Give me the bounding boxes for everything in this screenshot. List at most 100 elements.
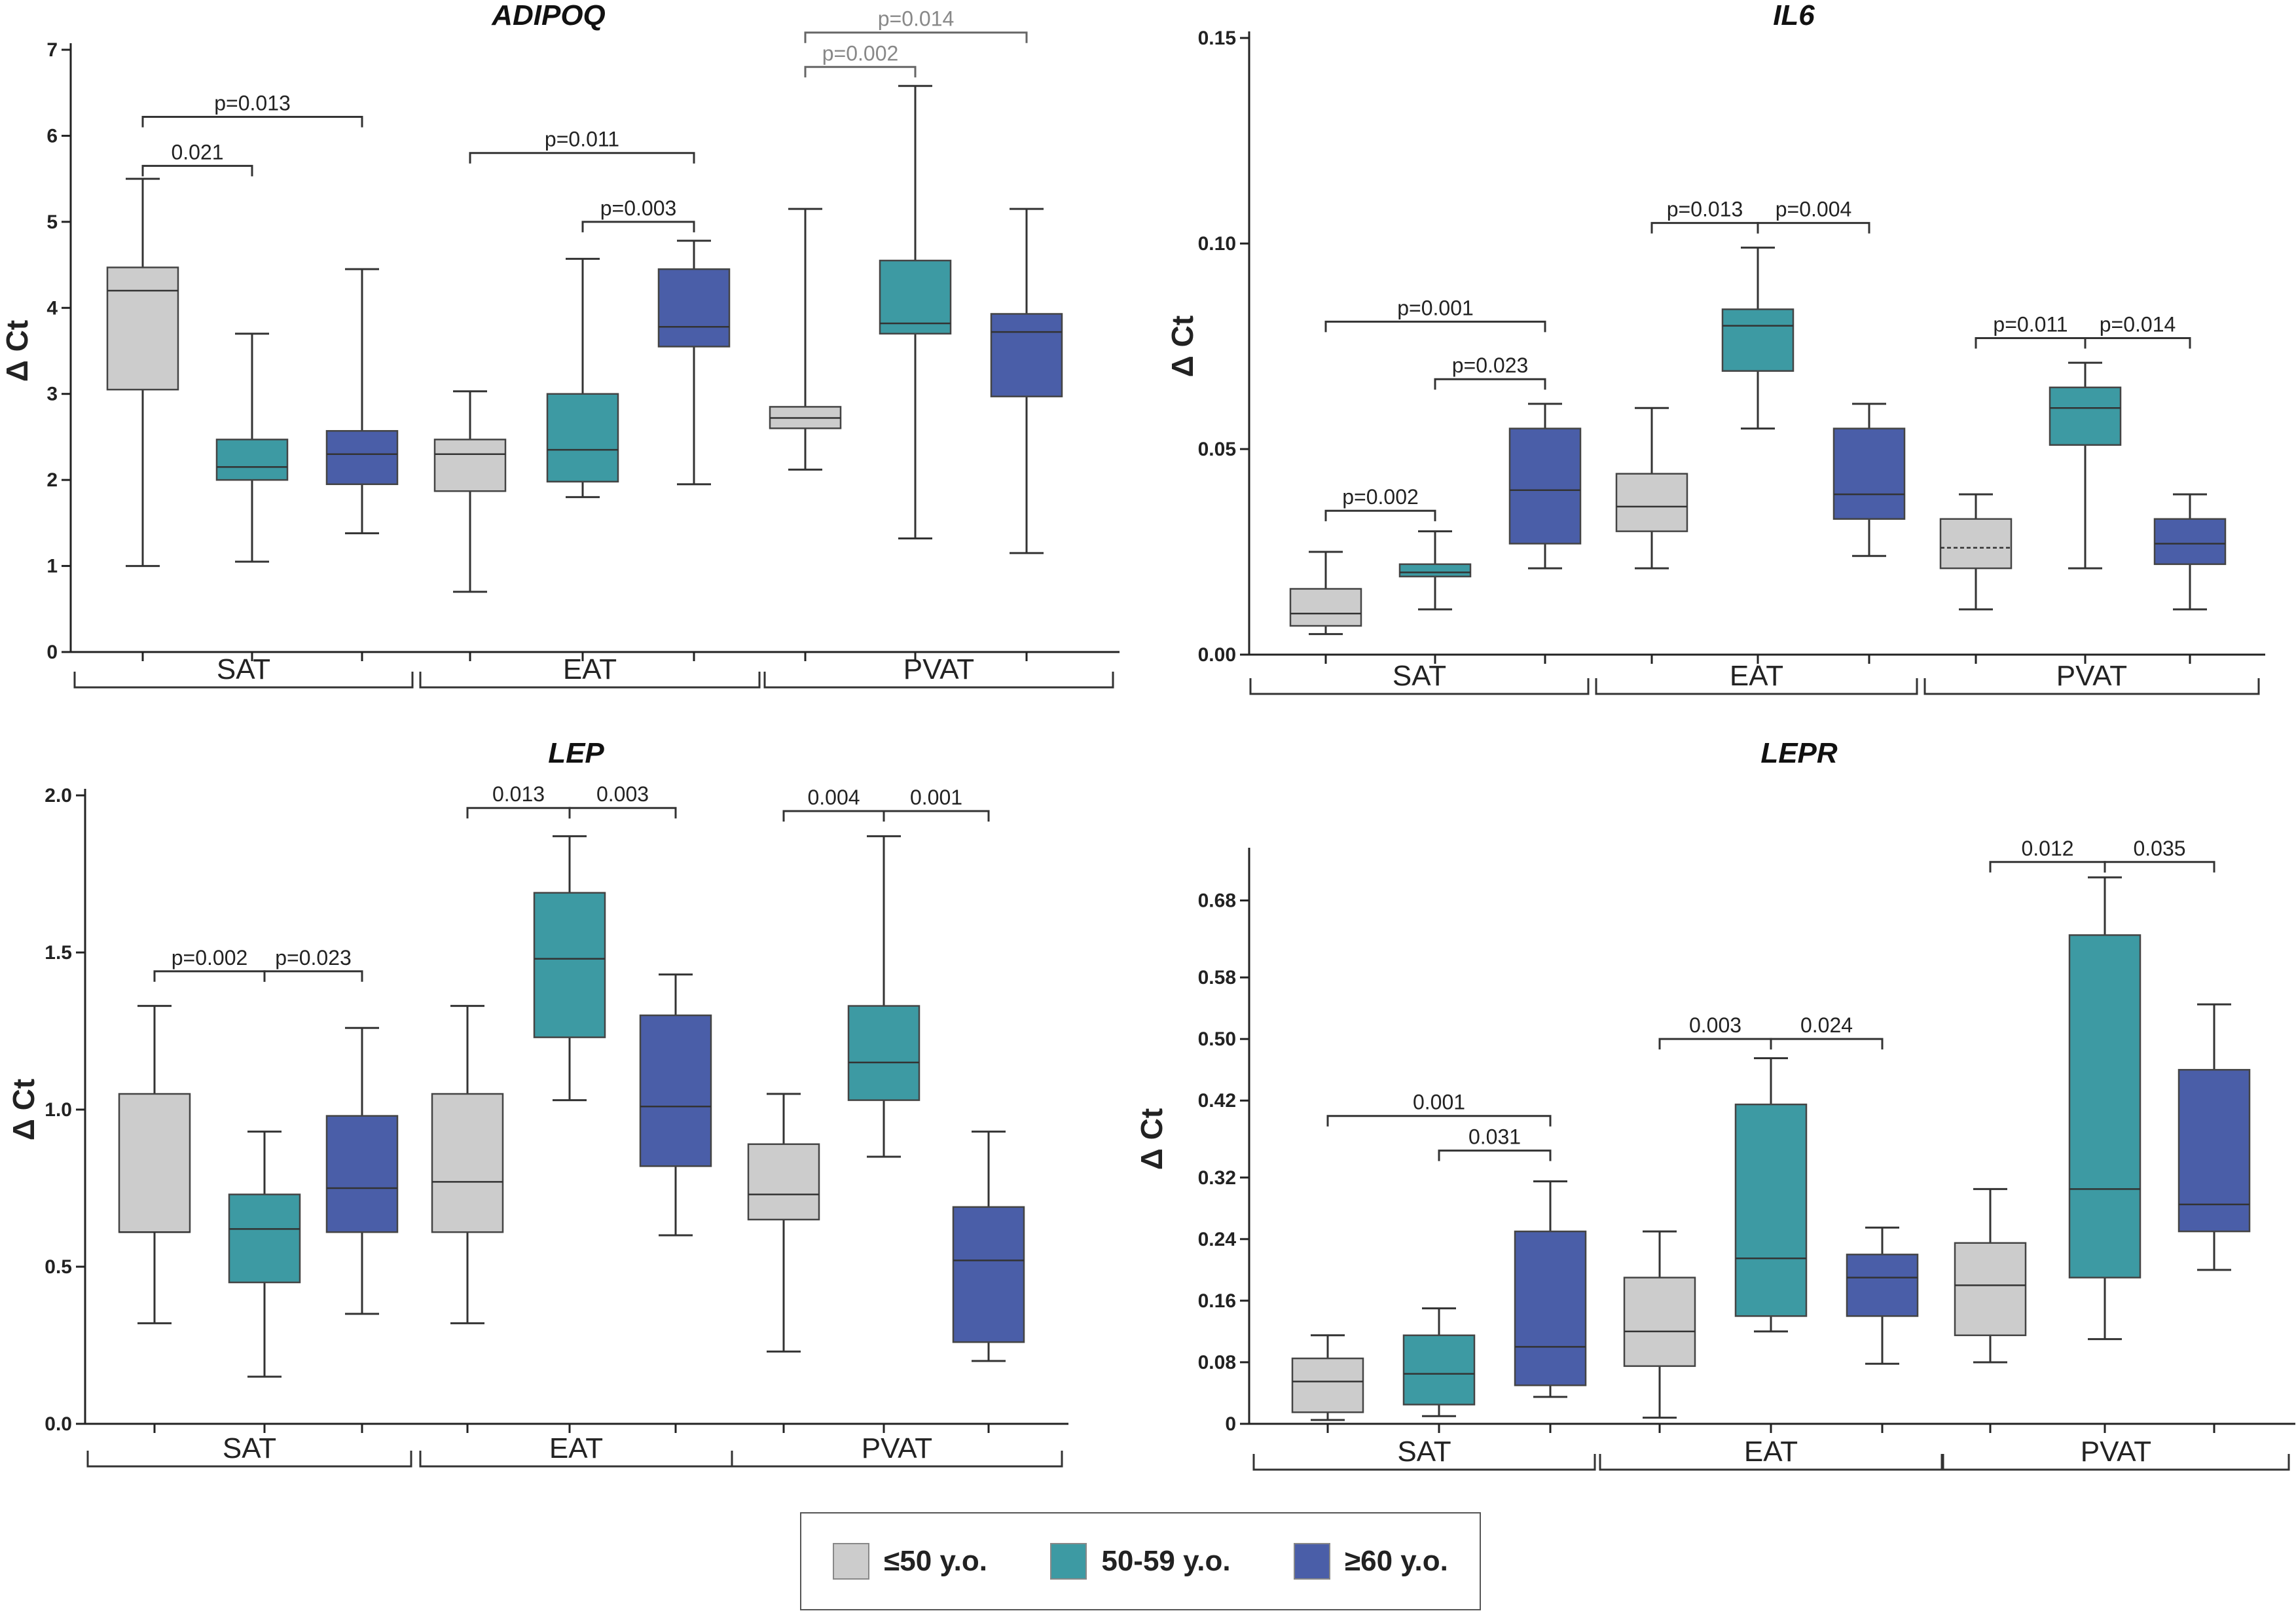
group-bracket-lep xyxy=(86,1451,412,1468)
significance-label-il6: p=0.001 xyxy=(1397,296,1474,319)
significance-label-il6: p=0.014 xyxy=(2100,312,2176,336)
group-label-lep: EAT xyxy=(549,1432,603,1464)
y-tick-label-lepr: 0.24 xyxy=(1198,1229,1237,1250)
y-tick-label-adipoq: 5 xyxy=(46,211,58,233)
box-adipoq-eat-1 xyxy=(546,257,619,498)
box-body xyxy=(325,429,399,485)
group-label-lepr: SAT xyxy=(1397,1436,1451,1468)
panel-title-adipoq: ADIPOQ xyxy=(491,0,606,31)
y-tick-label-il6: 0.15 xyxy=(1198,27,1236,49)
significance-bracket-il6 xyxy=(2084,336,2191,349)
box-body xyxy=(1514,1230,1587,1386)
group-bracket-adipoq xyxy=(73,672,414,689)
box-il6-sat-0 xyxy=(1289,551,1362,636)
significance-label-lepr: 0.001 xyxy=(1413,1091,1465,1114)
box-adipoq-eat-2 xyxy=(657,240,731,486)
box-body xyxy=(546,393,619,483)
legend-swatch-ge60 xyxy=(1293,1543,1330,1580)
significance-label-adipoq: 0.021 xyxy=(171,140,223,164)
significance-label-il6: p=0.002 xyxy=(1342,485,1419,509)
y-axis-label-adipoq: Δ Ct xyxy=(0,320,34,382)
group-bracket-adipoq xyxy=(419,672,761,689)
significance-label-adipoq: p=0.002 xyxy=(822,41,899,65)
legend-item-50-59: 50-59 y.o. xyxy=(1050,1543,1231,1580)
y-tick-label-adipoq: 3 xyxy=(46,384,58,405)
box-body xyxy=(533,892,606,1038)
box-lep-sat-0 xyxy=(118,1005,191,1324)
panel-adipoq: ADIPOQ 0 1 2 3 4 5 6 7 Δ Ct SAT EAT PVAT 0.021 p=0.013… xyxy=(0,0,1120,689)
y-axis-label-lepr: Δ Ct xyxy=(1135,1108,1169,1170)
group-label-adipoq: SAT xyxy=(217,653,270,685)
significance-bracket-il6 xyxy=(1650,222,1759,234)
group-label-adipoq: EAT xyxy=(563,653,617,685)
group-label-lepr: EAT xyxy=(1744,1436,1798,1468)
significance-label-adipoq: p=0.013 xyxy=(214,92,291,115)
box-body xyxy=(1954,1242,2027,1337)
group-bracket-il6 xyxy=(1923,678,2260,695)
box-adipoq-pvat-0 xyxy=(769,208,842,471)
y-tick-label-lep: 0.5 xyxy=(45,1256,72,1278)
box-lepr-eat-2 xyxy=(1846,1226,1919,1365)
significance-bracket-lep xyxy=(153,970,266,982)
significance-label-lep: 0.003 xyxy=(596,782,649,806)
y-tick-label-lep: 1.5 xyxy=(45,942,72,964)
significance-bracket-il6 xyxy=(1975,336,2086,349)
box-adipoq-sat-1 xyxy=(215,333,289,563)
box-body xyxy=(1939,518,2013,570)
y-tick-label-lepr: 0.16 xyxy=(1198,1290,1236,1312)
group-bracket-adipoq xyxy=(763,672,1114,689)
legend-swatch-le50 xyxy=(833,1543,870,1580)
box-body xyxy=(1721,308,1795,372)
significance-label-adipoq: p=0.003 xyxy=(600,196,677,220)
significance-bracket-il6 xyxy=(1434,378,1546,390)
legend: ≤50 y.o. 50-59 y.o. ≥60 y.o. xyxy=(800,1512,1481,1610)
group-label-lep: PVAT xyxy=(862,1432,932,1464)
box-body xyxy=(1623,1277,1696,1368)
significance-bracket-il6 xyxy=(1324,320,1546,333)
significance-bracket-lep xyxy=(568,806,677,819)
box-body xyxy=(228,1193,301,1284)
box-body xyxy=(1846,1254,1919,1317)
y-axis-label-lep: Δ Ct xyxy=(7,1079,41,1140)
figure: ADIPOQ 0 1 2 3 4 5 6 7 Δ Ct SAT EAT PVAT 0.021 p=0.013… xyxy=(0,0,2295,1471)
significance-bracket-lepr xyxy=(1989,861,2106,873)
significance-bracket-lepr xyxy=(1658,1038,1772,1050)
box-lep-eat-2 xyxy=(639,973,712,1237)
significance-label-lep: p=0.002 xyxy=(172,946,248,970)
y-tick-label-adipoq: 4 xyxy=(46,297,58,319)
box-body xyxy=(2068,934,2141,1278)
significance-bracket-adipoq xyxy=(804,65,917,78)
group-bracket-lepr xyxy=(1252,1454,1596,1471)
group-label-lep: SAT xyxy=(223,1432,276,1464)
legend-swatch-50-59 xyxy=(1050,1543,1087,1580)
significance-label-il6: p=0.023 xyxy=(1452,353,1529,377)
y-tick-label-lepr: 0.68 xyxy=(1198,890,1236,912)
box-body xyxy=(433,439,507,492)
y-tick-label-adipoq: 1 xyxy=(46,556,58,577)
box-body xyxy=(639,1014,712,1167)
y-tick-label-lep: 1.0 xyxy=(45,1099,72,1121)
box-lepr-sat-0 xyxy=(1291,1334,1364,1421)
box-adipoq-eat-0 xyxy=(433,390,507,593)
significance-label-lep: 0.001 xyxy=(910,786,962,809)
box-body xyxy=(1289,588,1362,627)
legend-item-ge60: ≥60 y.o. xyxy=(1293,1543,1448,1580)
box-lepr-sat-1 xyxy=(1402,1307,1476,1417)
panel-lepr: LEPR 0 0.08 0.16 0.24 0.32 0.42 0.50 0.58 0.68 Δ C… xyxy=(1135,737,2295,1471)
group-label-il6: PVAT xyxy=(2056,660,2127,692)
y-axis-label-il6: Δ Ct xyxy=(1165,316,1199,377)
significance-bracket-adipoq xyxy=(141,164,253,177)
box-body xyxy=(1734,1103,1808,1317)
significance-bracket-adipoq xyxy=(581,221,695,232)
significance-label-lepr: 0.024 xyxy=(1800,1013,1853,1037)
box-body xyxy=(2049,386,2122,446)
box-adipoq-sat-2 xyxy=(325,268,399,535)
box-lep-pvat-2 xyxy=(952,1131,1025,1362)
box-body xyxy=(1508,427,1582,545)
group-bracket-lepr xyxy=(1599,1454,1943,1471)
box-il6-eat-1 xyxy=(1721,246,1795,430)
box-lepr-pvat-2 xyxy=(2178,1003,2251,1271)
significance-label-adipoq: p=0.011 xyxy=(545,128,619,151)
significance-label-lepr: 0.003 xyxy=(1689,1013,1741,1037)
legend-item-le50: ≤50 y.o. xyxy=(833,1543,987,1580)
